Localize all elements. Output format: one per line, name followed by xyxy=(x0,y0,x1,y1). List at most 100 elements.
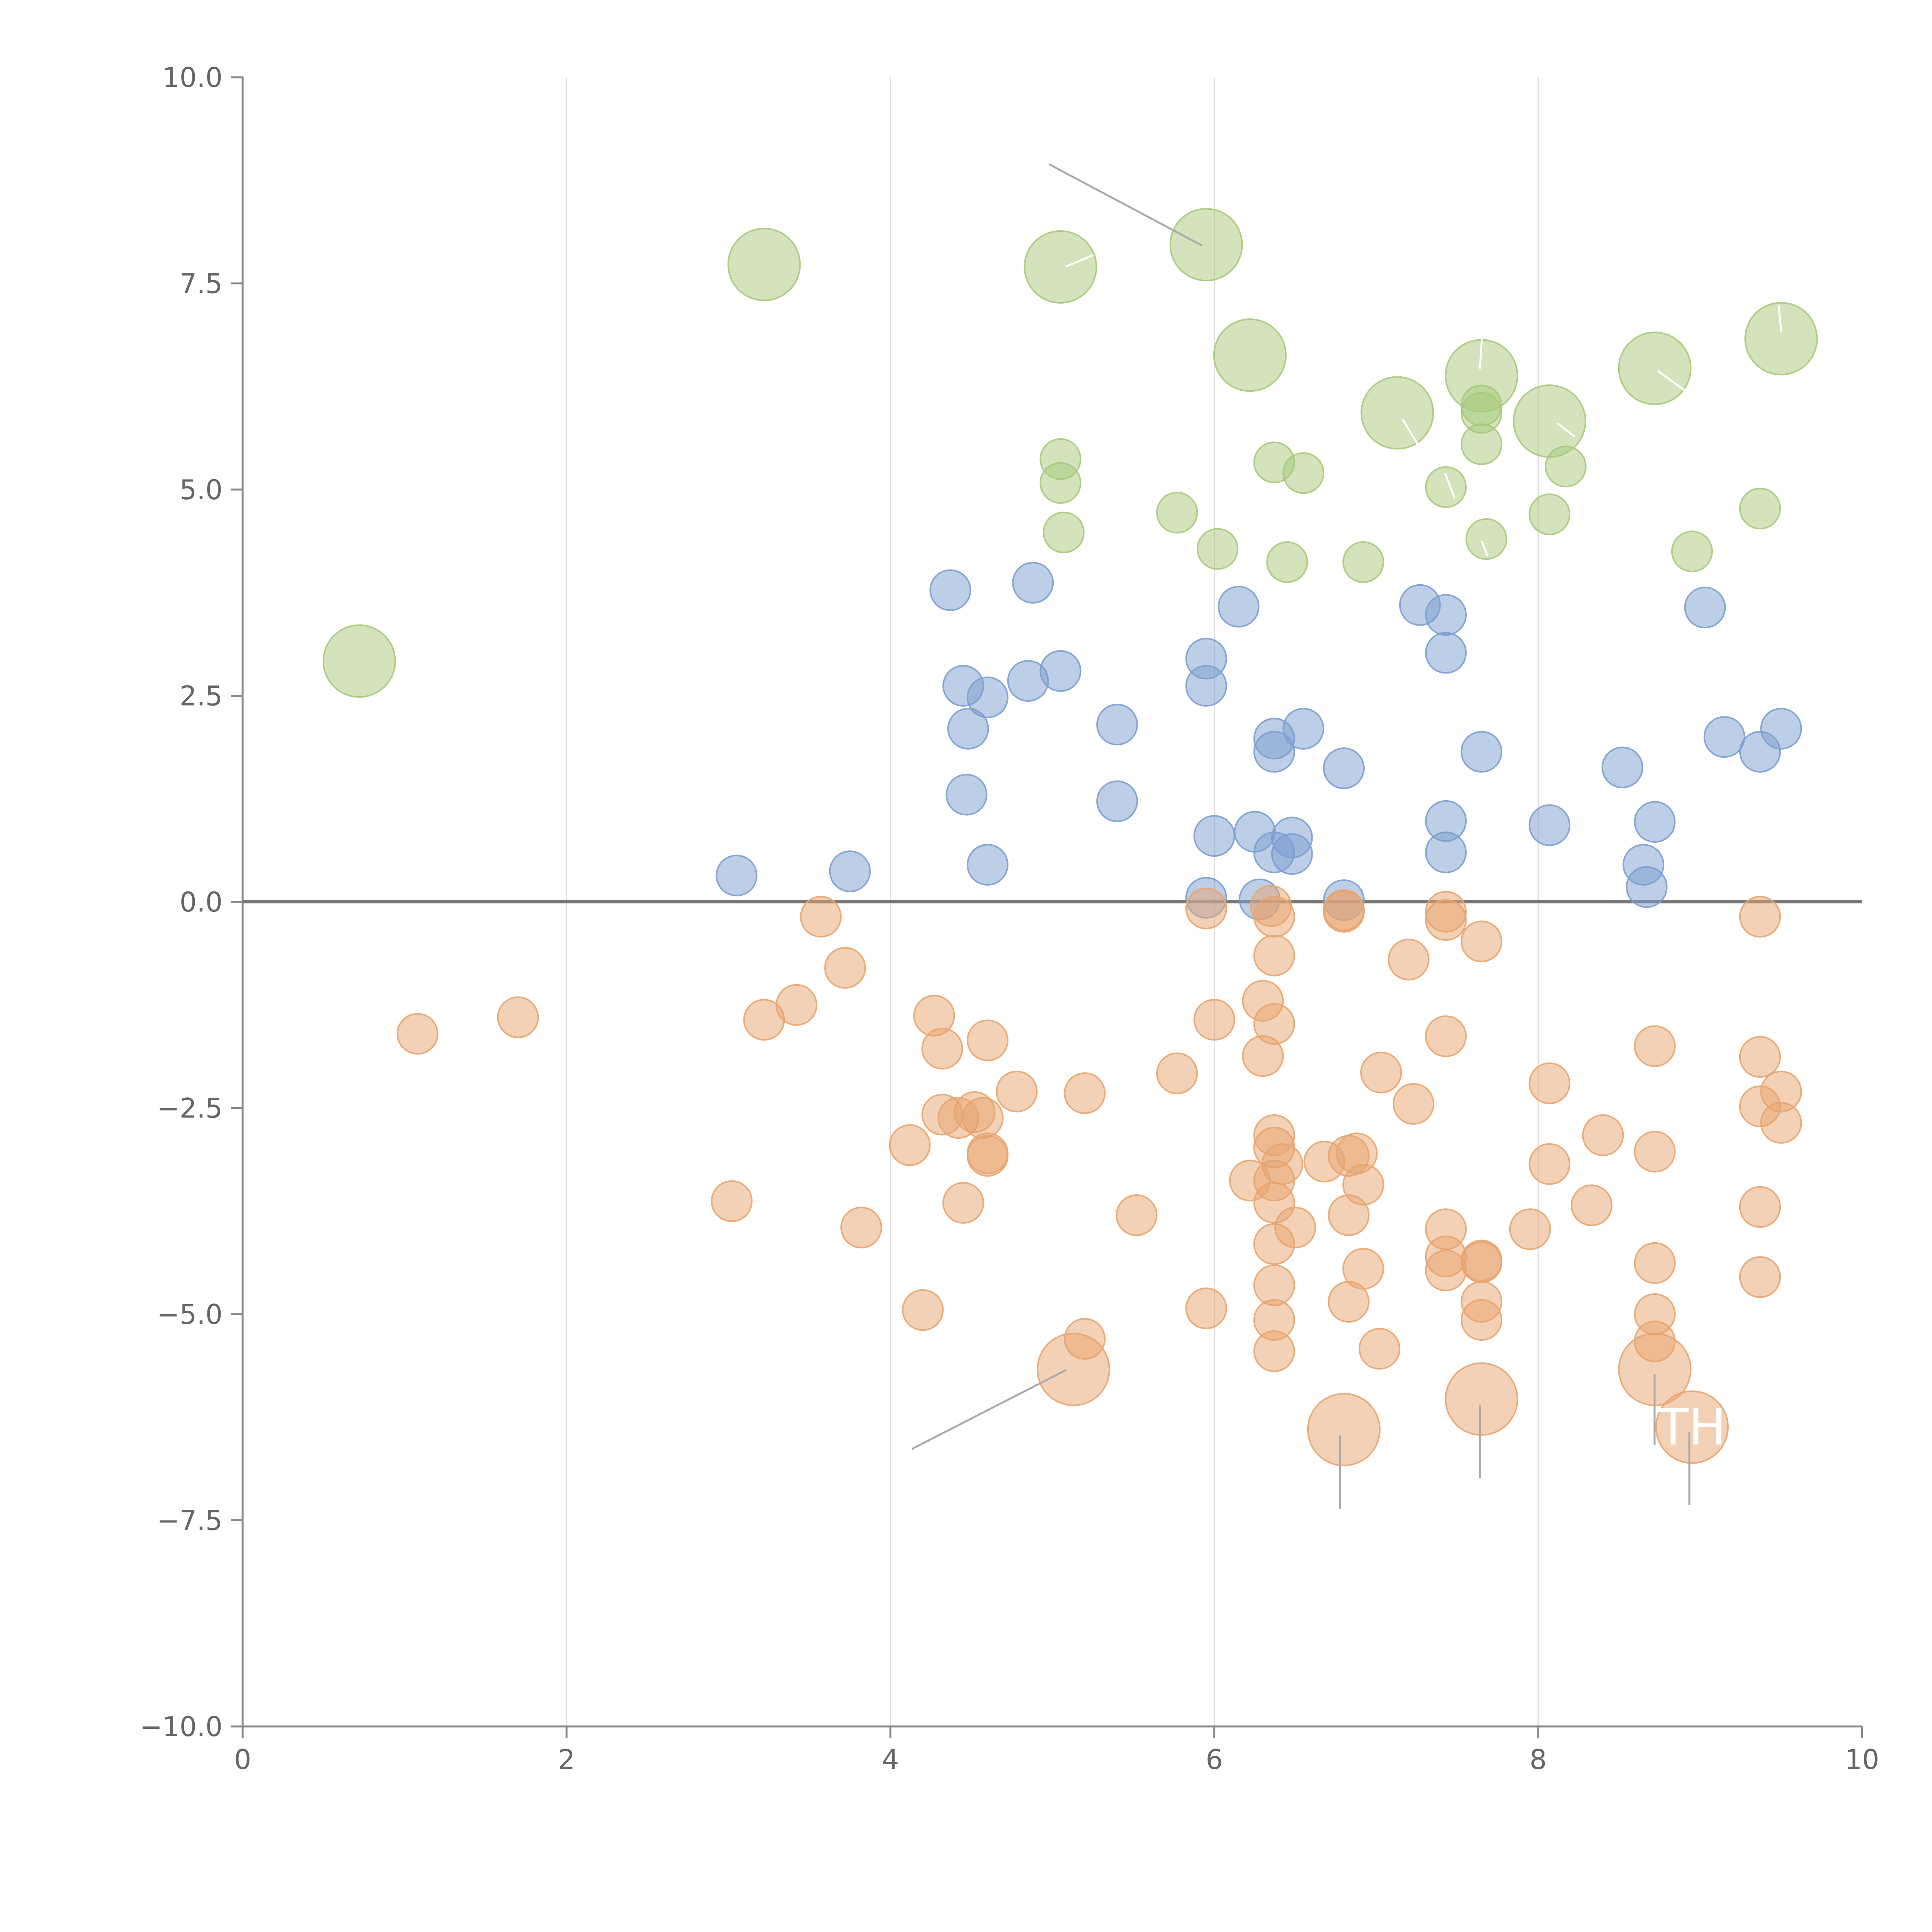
annotation-leader-line xyxy=(1444,473,1456,499)
orange-point xyxy=(1760,1102,1802,1144)
blue-point xyxy=(1193,815,1235,857)
orange-point xyxy=(1571,1184,1613,1226)
blue-point xyxy=(1425,632,1467,674)
orange-point xyxy=(1156,1052,1198,1094)
annotation-leaders xyxy=(911,163,1782,1509)
green-point xyxy=(1342,541,1384,583)
axes: −10.0 −7.5 −5.0 −2.5 0.0 2.5 5.0 7.5 10.0 0 2 4 6 8 10 xyxy=(139,62,1879,1776)
annotation-leader-line xyxy=(1401,418,1421,449)
green-point xyxy=(1213,318,1287,392)
y-tick-label: 5.0 xyxy=(180,474,223,506)
orange-point xyxy=(1739,1186,1781,1228)
blue-point xyxy=(1626,866,1668,908)
orange-point xyxy=(800,896,842,938)
orange-point xyxy=(942,1182,984,1224)
orange-point xyxy=(1425,899,1467,941)
orange-point xyxy=(1253,1003,1295,1045)
annotation-leader-line xyxy=(1556,422,1575,437)
orange-point xyxy=(1253,896,1295,938)
orange-point xyxy=(1739,896,1781,938)
orange-point xyxy=(1634,1131,1676,1173)
blue-point xyxy=(966,844,1009,886)
orange-point xyxy=(1509,1208,1551,1250)
annotation-leader-line xyxy=(1481,541,1489,557)
blue-point xyxy=(1185,665,1227,707)
orange-point xyxy=(1425,1015,1467,1057)
y-tick-label: −5.0 xyxy=(157,1299,223,1330)
orange-point xyxy=(1274,1206,1316,1248)
annotation-leader-line xyxy=(1048,163,1202,247)
orange-point xyxy=(1360,1051,1402,1094)
green-point xyxy=(1169,208,1243,282)
orange-point xyxy=(1036,1332,1110,1406)
blue-point xyxy=(1634,801,1676,843)
orange-point xyxy=(966,1019,1009,1061)
green-point xyxy=(1156,492,1198,534)
annotation-leader-line xyxy=(911,1369,1067,1450)
orange-point xyxy=(962,1097,1004,1139)
data-points xyxy=(322,208,1818,1466)
orange-point xyxy=(1064,1072,1106,1114)
orange-point xyxy=(1307,1393,1381,1466)
orange-point xyxy=(1461,920,1503,963)
blue-point xyxy=(1253,731,1295,773)
green-point xyxy=(1739,488,1781,530)
orange-point xyxy=(1342,1248,1384,1290)
orange-point xyxy=(996,1070,1038,1112)
blue-point xyxy=(1012,562,1054,604)
orange-point xyxy=(1253,1330,1295,1372)
green-point xyxy=(727,228,801,301)
y-tick-label: −10.0 xyxy=(139,1711,223,1743)
green-point xyxy=(1529,493,1571,536)
orange-point xyxy=(889,1124,931,1166)
annotation-leader-line xyxy=(1065,254,1094,268)
annotation-label: TH xyxy=(1657,1398,1726,1456)
x-tick-label: 4 xyxy=(882,1744,899,1776)
blue-point xyxy=(946,774,988,816)
annotation-leader-line xyxy=(1479,338,1483,369)
orange-point xyxy=(1461,1299,1503,1341)
orange-point xyxy=(966,1135,1009,1177)
blue-point xyxy=(1271,833,1313,875)
orange-point xyxy=(1323,891,1365,933)
blue-point xyxy=(1282,707,1325,750)
green-point xyxy=(1465,518,1507,560)
blue-point xyxy=(1461,731,1503,773)
orange-point xyxy=(1185,1287,1227,1330)
orange-point xyxy=(1634,1025,1676,1067)
orange-point xyxy=(1393,1083,1435,1125)
blue-point xyxy=(1601,747,1643,789)
orange-point xyxy=(1529,1143,1571,1185)
y-tick-label: 0.0 xyxy=(180,886,223,918)
y-tick-label: 2.5 xyxy=(180,680,223,712)
blue-point xyxy=(716,854,758,896)
x-tick-label: 0 xyxy=(234,1744,252,1776)
green-point xyxy=(1361,376,1434,450)
orange-point xyxy=(921,1027,963,1070)
orange-point xyxy=(1261,1143,1303,1185)
blue-point xyxy=(1684,587,1726,629)
x-tick-label: 10 xyxy=(1845,1744,1879,1776)
green-point xyxy=(1618,332,1692,405)
blue-point xyxy=(1323,747,1365,789)
blue-point xyxy=(1760,707,1802,750)
green-point xyxy=(1039,462,1082,504)
orange-point xyxy=(1582,1114,1624,1156)
blue-point xyxy=(929,569,971,611)
y-tick-label: 7.5 xyxy=(180,268,223,300)
orange-point xyxy=(1388,939,1430,981)
blue-point xyxy=(947,707,989,750)
green-point xyxy=(1545,446,1587,488)
orange-point xyxy=(1445,1362,1519,1436)
annotations: TH xyxy=(1657,1398,1726,1456)
green-point xyxy=(1461,423,1503,465)
orange-point xyxy=(902,1289,944,1331)
orange-point xyxy=(1425,1249,1467,1291)
y-tick-label: −7.5 xyxy=(157,1505,223,1537)
green-point xyxy=(1425,466,1467,508)
orange-point xyxy=(1461,1241,1503,1283)
orange-point xyxy=(1529,1062,1571,1104)
orange-point xyxy=(497,996,539,1038)
green-point xyxy=(1513,384,1587,458)
